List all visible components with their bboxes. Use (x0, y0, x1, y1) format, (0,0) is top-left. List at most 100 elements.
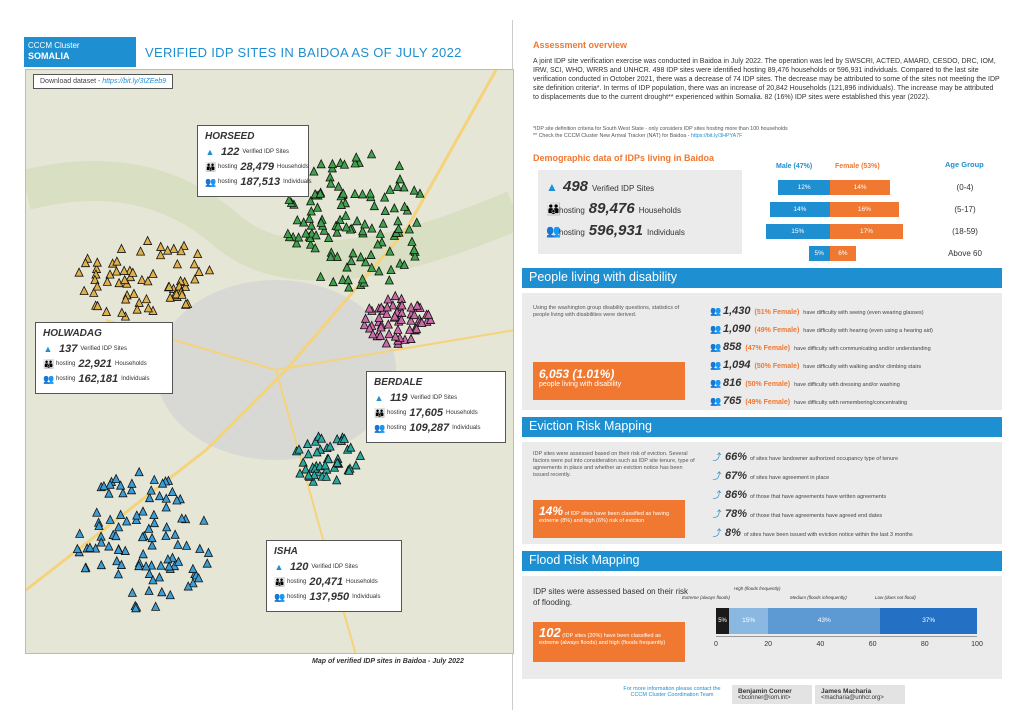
idp-site-marker (390, 311, 400, 321)
idp-site-marker (332, 251, 342, 261)
sites-label: Verified IDP Sites (80, 346, 127, 352)
idp-site-marker (146, 485, 156, 495)
idp-site-marker (165, 589, 175, 600)
person-icon: 👥 (710, 378, 722, 388)
pct: 8% (725, 527, 741, 539)
contact-email[interactable]: <bconner@iom.int> (738, 695, 791, 701)
description: have difficulty with dressing and/or was… (794, 382, 900, 388)
family-icon: 👪 (546, 202, 561, 216)
idp-site-marker (410, 251, 420, 261)
more-info-text: For more information please contact the … (623, 686, 721, 698)
idp-site-marker (423, 309, 434, 319)
idp-site-marker (113, 568, 124, 579)
idp-site-marker (341, 210, 351, 220)
idp-site-marker (102, 276, 112, 286)
idp-site-marker (309, 469, 319, 480)
idp-site-marker (193, 572, 204, 583)
individuals-label: Individuals (121, 376, 150, 382)
idp-site-marker (155, 249, 166, 260)
flood-box-text: (IDP sites (20%) have been classified as… (539, 633, 666, 646)
region-households: 17,605 (409, 407, 444, 419)
idp-site-marker (360, 313, 371, 323)
idp-site-marker (324, 232, 334, 243)
idp-site-marker (326, 251, 336, 261)
segment-high: 15% (729, 608, 769, 634)
site-icon: ▲ (43, 344, 53, 354)
contact-1: Benjamin Conner <bconner@iom.int> (732, 685, 812, 704)
count: 1,430 (723, 305, 751, 317)
eviction-icon: ⤴ (712, 509, 722, 519)
idp-site-marker (199, 515, 209, 525)
age-label-2: (18-59) (952, 227, 978, 236)
idp-site-marker (111, 530, 121, 541)
idp-site-marker (364, 303, 374, 313)
eviction-icon: ⤴ (712, 490, 722, 500)
idp-site-marker (194, 266, 204, 276)
idp-site-marker (179, 240, 189, 250)
total-sites: 498 (563, 178, 589, 195)
idp-site-marker (92, 281, 102, 291)
idp-site-marker (291, 238, 302, 248)
idp-site-marker (333, 221, 343, 231)
idp-site-marker (409, 309, 419, 320)
disability-item: 👥 1,094 (50% Female) have difficulty with w… (710, 359, 933, 371)
idp-site-marker (417, 317, 427, 327)
download-link[interactable]: https://bit.ly/3IZEeb9 (102, 78, 167, 85)
idp-site-marker (389, 203, 399, 213)
idp-site-marker (141, 293, 152, 304)
idp-site-marker (346, 442, 356, 452)
idp-site-marker (89, 287, 99, 297)
eviction-header: Eviction Risk Mapping (522, 417, 1002, 437)
sites-label: Verified IDP Sites (311, 564, 358, 570)
idp-site-marker (412, 217, 422, 227)
idp-site-marker (96, 537, 106, 547)
idp-site-marker (308, 476, 318, 486)
idp-site-marker (359, 319, 370, 330)
idp-site-marker (374, 312, 384, 322)
idp-site-marker (126, 484, 137, 495)
idp-site-marker (306, 220, 316, 230)
idp-site-marker (367, 262, 377, 272)
site-icon: ▲ (374, 393, 384, 403)
idp-site-marker (357, 189, 368, 199)
idp-site-marker (127, 587, 138, 597)
idp-site-marker (375, 330, 386, 340)
pct: 78% (725, 508, 748, 520)
idp-site-marker (72, 543, 83, 553)
idp-site-marker (170, 529, 180, 539)
idp-site-marker (316, 158, 326, 169)
idp-site-marker (382, 302, 392, 312)
idp-site-marker (360, 219, 370, 229)
idp-site-marker (425, 314, 436, 324)
download-dataset-box: Download dataset - https://bit.ly/3IZEeb… (33, 74, 174, 89)
disability-list: 👥 1,430 (51% Female) have difficulty with s… (710, 305, 933, 413)
idp-site-marker (167, 486, 178, 496)
idp-site-marker (384, 328, 394, 339)
age-label-0: (0-4) (956, 183, 974, 192)
idp-site-marker (164, 281, 174, 291)
age-header: Age Group (945, 160, 984, 169)
contact-email[interactable]: <macharia@unhcr.org> (821, 695, 884, 701)
disability-item: 👥 858 (47% Female) have difficulty with com… (710, 341, 933, 353)
disability-item: 👥 816 (50% Female) have difficulty with dre… (710, 377, 933, 389)
idp-site-marker (385, 246, 395, 256)
idp-site-marker (315, 188, 325, 198)
idp-site-marker (411, 323, 422, 334)
region-box-holwadag: HOLWADAG ▲ 137 Verified IDP Sites 👪 hosting… (35, 322, 173, 394)
idp-site-marker (99, 480, 109, 491)
contact-name: James Macharia (821, 688, 872, 695)
idp-site-marker (94, 520, 104, 530)
flood-box: 102 (IDP sites (20%) have been classifie… (533, 622, 685, 662)
idp-site-marker (75, 528, 85, 538)
idp-site-marker (181, 540, 192, 550)
idp-site-marker (310, 242, 320, 253)
female-bar-1: 16% (830, 202, 899, 217)
female-share: (50% Female) (754, 363, 800, 370)
region-households: 28,479 (240, 161, 275, 173)
male-header: Male (47%) (776, 163, 813, 170)
people-icon: 👥 (546, 224, 561, 238)
idp-site-marker (315, 271, 326, 281)
eviction-item: ⤴ 78% of those that have agreements have a… (712, 507, 913, 520)
nat-link[interactable]: https://bit.ly/3HPYA7F (690, 133, 743, 139)
idp-site-marker (161, 502, 171, 512)
